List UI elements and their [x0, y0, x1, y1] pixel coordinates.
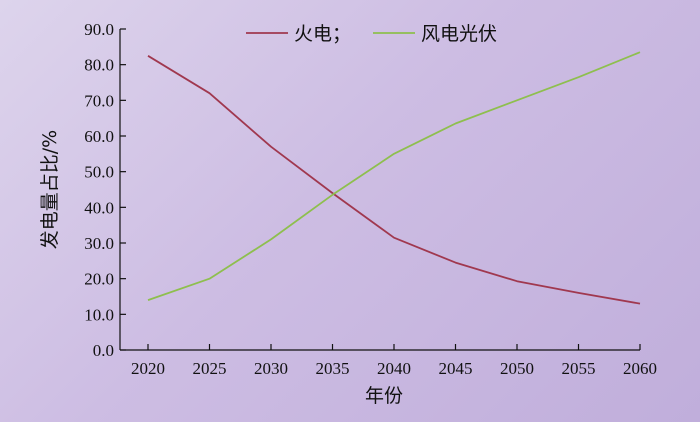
legend: 火电； 风电光伏 — [246, 23, 497, 45]
x-tick-label: 2045 — [439, 359, 473, 378]
axes — [119, 29, 640, 351]
x-tick-label: 2025 — [193, 359, 227, 378]
x-tick-label: 2030 — [254, 359, 288, 378]
legend-label-0: 火电； — [294, 23, 351, 45]
x-tick-label: 2050 — [500, 359, 534, 378]
x-tick-label: 2020 — [131, 359, 165, 378]
y-tick-label: 80.0 — [84, 56, 114, 75]
x-tick-label: 2035 — [316, 359, 350, 378]
series-line-1 — [147, 51, 641, 301]
y-tick-label: 10.0 — [84, 305, 114, 324]
x-tick-label: 2055 — [562, 359, 596, 378]
y-tick-label: 0.0 — [93, 341, 114, 360]
series-line-0 — [147, 55, 641, 305]
x-tick-label: 2040 — [377, 359, 411, 378]
y-tick-label: 90.0 — [84, 20, 114, 39]
y-tick-label: 40.0 — [84, 198, 114, 217]
y-tick-label: 50.0 — [84, 163, 114, 182]
y-tick-labels: 0.0 10.0 20.0 30.0 40.0 50.0 60.0 70.0 80.0 90.0 — [84, 20, 126, 360]
y-tick-label: 20.0 — [84, 270, 114, 289]
x-tick-label: 2060 — [623, 359, 657, 378]
y-tick-label: 70.0 — [84, 91, 114, 110]
legend-label-1: 风电光伏 — [421, 23, 497, 45]
x-axis-label: 年份 — [365, 385, 403, 407]
x-tick-labels: 2020 2025 2030 2035 2040 2045 2050 2055 2060 — [131, 344, 657, 378]
y-tick-label: 60.0 — [84, 127, 114, 146]
y-tick-label: 30.0 — [84, 234, 114, 253]
y-axis-label: 发电量占比/% — [39, 130, 61, 249]
series-lines — [147, 51, 641, 305]
